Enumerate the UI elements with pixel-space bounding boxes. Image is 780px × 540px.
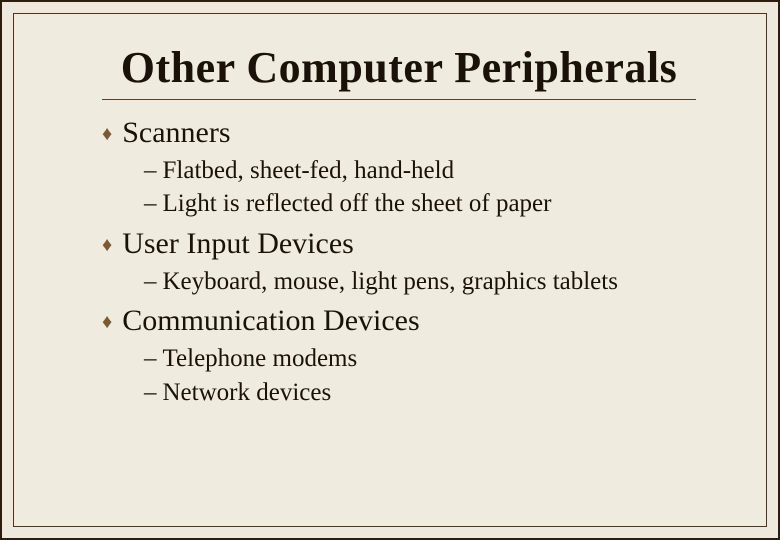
diamond-icon: ♦ bbox=[102, 122, 112, 147]
sub-label: Flatbed, sheet-fed, hand-held bbox=[163, 157, 455, 184]
list-subitem: –Network devices bbox=[144, 376, 696, 410]
sub-label: Light is reflected off the sheet of pape… bbox=[163, 190, 552, 217]
bullet-label: Scanners bbox=[122, 114, 230, 152]
slide-title: Other Computer Peripherals bbox=[102, 42, 696, 93]
title-underline bbox=[102, 99, 696, 100]
dash-icon: – bbox=[144, 379, 157, 406]
list-item: ♦ Scanners bbox=[102, 114, 696, 152]
sub-label: Network devices bbox=[163, 379, 332, 406]
bullet-label: Communication Devices bbox=[122, 302, 419, 340]
diamond-icon: ♦ bbox=[102, 310, 112, 335]
list-subitem: –Keyboard, mouse, light pens, graphics t… bbox=[144, 265, 696, 299]
dash-icon: – bbox=[144, 268, 157, 295]
list-subitem: –Light is reflected off the sheet of pap… bbox=[144, 187, 696, 221]
list-item: ♦ Communication Devices bbox=[102, 302, 696, 340]
list-subitem: –Flatbed, sheet-fed, hand-held bbox=[144, 154, 696, 188]
slide-outer-frame: Other Computer Peripherals ♦ Scanners –F… bbox=[0, 0, 780, 540]
dash-icon: – bbox=[144, 157, 157, 184]
bullet-label: User Input Devices bbox=[122, 225, 354, 263]
dash-icon: – bbox=[144, 190, 157, 217]
sub-label: Keyboard, mouse, light pens, graphics ta… bbox=[163, 268, 618, 295]
list-item: ♦ User Input Devices bbox=[102, 225, 696, 263]
slide-inner-frame: Other Computer Peripherals ♦ Scanners –F… bbox=[13, 13, 767, 527]
list-subitem: –Telephone modems bbox=[144, 342, 696, 376]
dash-icon: – bbox=[144, 345, 157, 372]
sub-label: Telephone modems bbox=[163, 345, 358, 372]
diamond-icon: ♦ bbox=[102, 233, 112, 258]
